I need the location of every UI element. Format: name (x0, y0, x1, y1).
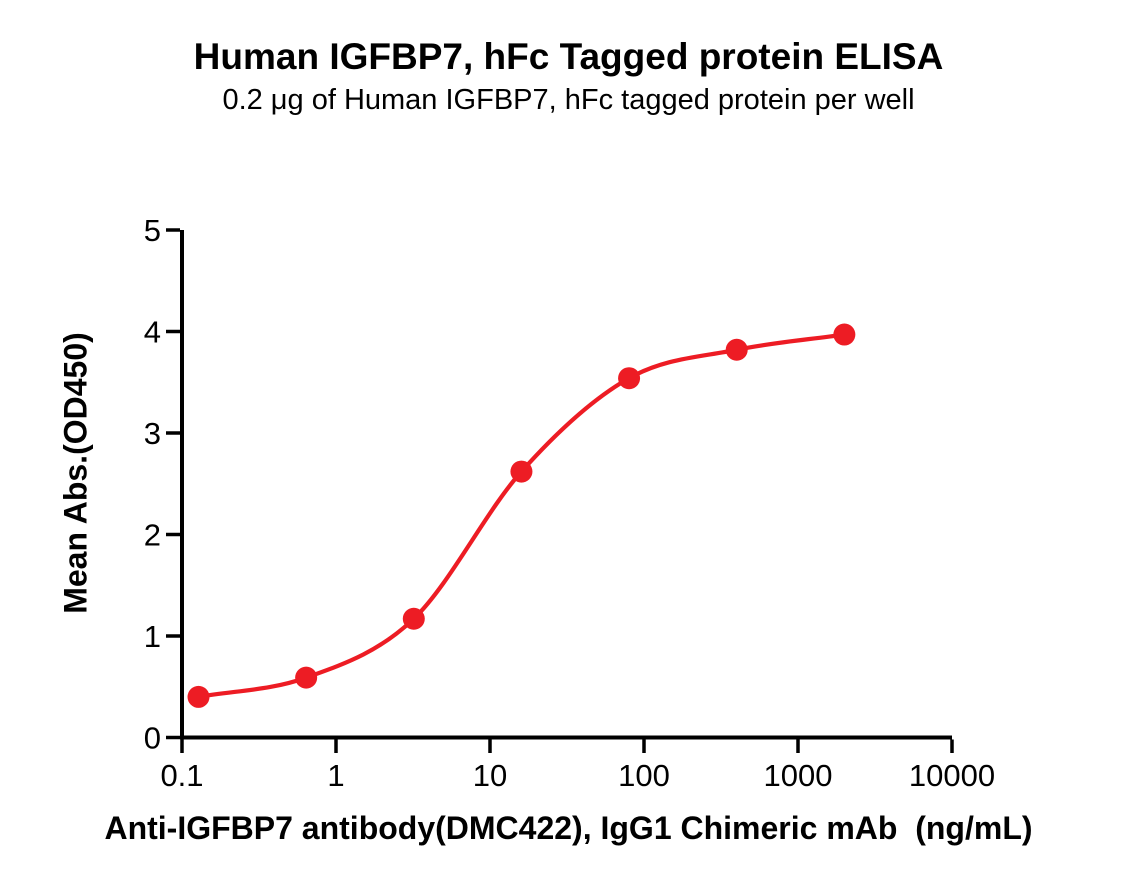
y-tick-label: 4 (144, 315, 161, 350)
x-tick-label: 10 (473, 758, 507, 793)
x-tick-label: 1000 (764, 758, 833, 793)
data-point (187, 685, 210, 708)
chart-title: Human IGFBP7, hFc Tagged protein ELISA (193, 36, 944, 77)
y-tick-label: 5 (144, 213, 161, 248)
x-tick-label: 0.1 (160, 758, 203, 793)
x-tick-label: 10000 (909, 758, 995, 793)
data-point (618, 367, 641, 390)
y-tick-label: 2 (144, 518, 161, 553)
data-point (725, 338, 748, 361)
x-tick-label: 100 (618, 758, 670, 793)
data-point (833, 323, 856, 346)
axis-lines (180, 230, 952, 740)
y-tick-label: 1 (144, 619, 161, 654)
x-axis-label: Anti-IGFBP7 antibody(DMC422), IgG1 Chime… (104, 810, 1033, 846)
data-point (510, 460, 533, 483)
y-tick-label: 3 (144, 416, 161, 451)
chart-subtitle: 0.2 μg of Human IGFBP7, hFc tagged prote… (222, 84, 915, 116)
data-point (402, 607, 425, 630)
x-tick-label: 1 (327, 758, 344, 793)
y-tick-label: 0 (144, 721, 161, 756)
data-point (295, 666, 318, 689)
dose-response-curve (196, 332, 847, 699)
